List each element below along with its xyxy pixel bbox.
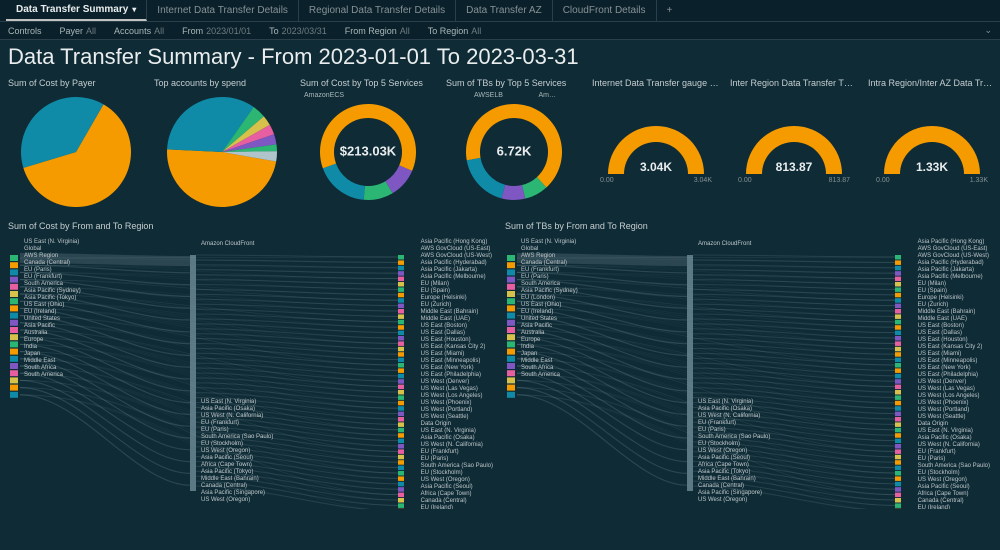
- card-sankey-tbs[interactable]: Sum of TBs by From and To Region US East…: [503, 219, 994, 509]
- legend-label: AmazonECS: [304, 92, 344, 99]
- tab-internet-details[interactable]: Internet Data Transfer Details: [147, 0, 299, 21]
- filter-to-region[interactable]: To RegionAll: [428, 26, 482, 36]
- card-title: Top accounts by spend: [152, 76, 292, 92]
- donut-chart: AWSELB Am… 6.72K: [444, 92, 584, 210]
- tab-label: Data Transfer Summary: [16, 4, 128, 15]
- pie-chart: [152, 92, 292, 213]
- card-title: Sum of Cost by Payer: [6, 76, 146, 92]
- legend-label: Am…: [539, 92, 557, 99]
- card-gauge-intra-region[interactable]: Intra Region/Inter AZ Data Transfer TBs …: [866, 76, 998, 213]
- card-title: Sum of Cost by Top 5 Services: [298, 76, 438, 92]
- filter-accounts[interactable]: AccountsAll: [114, 26, 164, 36]
- tab-label: CloudFront Details: [563, 5, 646, 16]
- donut-chart: AmazonECS $213.03K: [298, 92, 438, 210]
- card-sankey-cost[interactable]: Sum of Cost by From and To Region US Eas…: [6, 219, 497, 509]
- controls-label: Controls: [8, 26, 42, 36]
- card-cost-by-service[interactable]: Sum of Cost by Top 5 Services AmazonECS …: [298, 76, 438, 213]
- tab-regional-details[interactable]: Regional Data Transfer Details: [299, 0, 456, 21]
- card-title: Sum of TBs by Top 5 Services: [444, 76, 584, 92]
- gauge-min: 0.00: [600, 177, 614, 184]
- gauge-min: 0.00: [738, 177, 752, 184]
- sheet-tabs: Data Transfer Summary ▾ Internet Data Tr…: [0, 0, 1000, 22]
- card-title: Intra Region/Inter AZ Data Transfer TBs …: [866, 76, 998, 92]
- chevron-down-icon: ▾: [132, 5, 136, 14]
- sankey-mid-labels: US East (N. Virginia)Asia Pacific (Osaka…: [698, 399, 770, 504]
- gauge-max: 813.87: [829, 177, 850, 184]
- gauge-value: 3.04K: [640, 160, 672, 174]
- filter-from-region[interactable]: From RegionAll: [345, 26, 410, 36]
- sankey-target-labels: Asia Pacific (Hong Kong)AWS GovCloud (US…: [421, 239, 493, 509]
- add-sheet-button[interactable]: +: [657, 5, 683, 16]
- sankey-source-labels: US East (N. Virginia)GlobalAWS RegionCan…: [521, 239, 578, 379]
- sankey-mid-labels: US East (N. Virginia)Asia Pacific (Osaka…: [201, 399, 273, 504]
- tab-cloudfront-details[interactable]: CloudFront Details: [553, 0, 657, 21]
- gauge-chart: 3.04K 0.00 3.04K: [590, 92, 722, 202]
- filter-from[interactable]: From2023/01/01: [182, 26, 251, 36]
- gauge-value: 1.33K: [916, 160, 948, 174]
- gauge-value: 813.87: [776, 160, 813, 174]
- card-title: Sum of TBs by From and To Region: [503, 219, 994, 235]
- card-gauge-internet[interactable]: Internet Data Transfer gauge … 3.04K 0.0…: [590, 76, 722, 213]
- tab-label: Data Transfer AZ: [466, 5, 542, 16]
- gauge-chart: 1.33K 0.00 1.33K: [866, 92, 998, 202]
- tab-data-transfer-az[interactable]: Data Transfer AZ: [456, 0, 553, 21]
- gauge-min: 0.00: [876, 177, 890, 184]
- gauge-max: 1.33K: [970, 177, 988, 184]
- expand-controls-icon[interactable]: ⌄: [984, 25, 992, 36]
- filter-to[interactable]: To2023/03/31: [269, 26, 327, 36]
- tab-label: Internet Data Transfer Details: [157, 5, 288, 16]
- page-title: Data Transfer Summary - From 2023-01-01 …: [0, 40, 1000, 76]
- donut-center-value: $213.03K: [340, 144, 396, 159]
- donut-center-value: 6.72K: [497, 144, 532, 159]
- pie-chart: [6, 92, 146, 213]
- card-gauge-inter-region[interactable]: Inter Region Data Transfer TBs (Sum) 813…: [728, 76, 860, 213]
- gauge-max: 3.04K: [694, 177, 712, 184]
- card-title: Internet Data Transfer gauge …: [590, 76, 722, 92]
- kpi-row: Sum of Cost by Payer Top accounts by spe…: [0, 76, 1000, 213]
- sankey-mid-label: Amazon CloudFront: [201, 241, 254, 248]
- card-title: Sum of Cost by From and To Region: [6, 219, 497, 235]
- filter-payer[interactable]: PayerAll: [60, 26, 97, 36]
- card-top-accounts[interactable]: Top accounts by spend: [152, 76, 292, 213]
- tab-data-transfer-summary[interactable]: Data Transfer Summary ▾: [6, 0, 147, 21]
- sankey-target-labels: Asia Pacific (Hong Kong)AWS GovCloud (US…: [918, 239, 990, 509]
- sankey-source-labels: US East (N. Virginia)GlobalAWS RegionCan…: [24, 239, 81, 379]
- sankey-row: Sum of Cost by From and To Region US Eas…: [0, 219, 1000, 509]
- card-cost-by-payer[interactable]: Sum of Cost by Payer: [6, 76, 146, 213]
- tab-label: Regional Data Transfer Details: [309, 5, 445, 16]
- controls-bar: Controls PayerAll AccountsAll From2023/0…: [0, 22, 1000, 40]
- sankey-mid-label: Amazon CloudFront: [698, 241, 751, 248]
- gauge-chart: 813.87 0.00 813.87: [728, 92, 860, 202]
- card-title: Inter Region Data Transfer TBs (Sum): [728, 76, 860, 92]
- card-tbs-by-service[interactable]: Sum of TBs by Top 5 Services AWSELB Am… …: [444, 76, 584, 213]
- legend-label: AWSELB: [474, 92, 503, 99]
